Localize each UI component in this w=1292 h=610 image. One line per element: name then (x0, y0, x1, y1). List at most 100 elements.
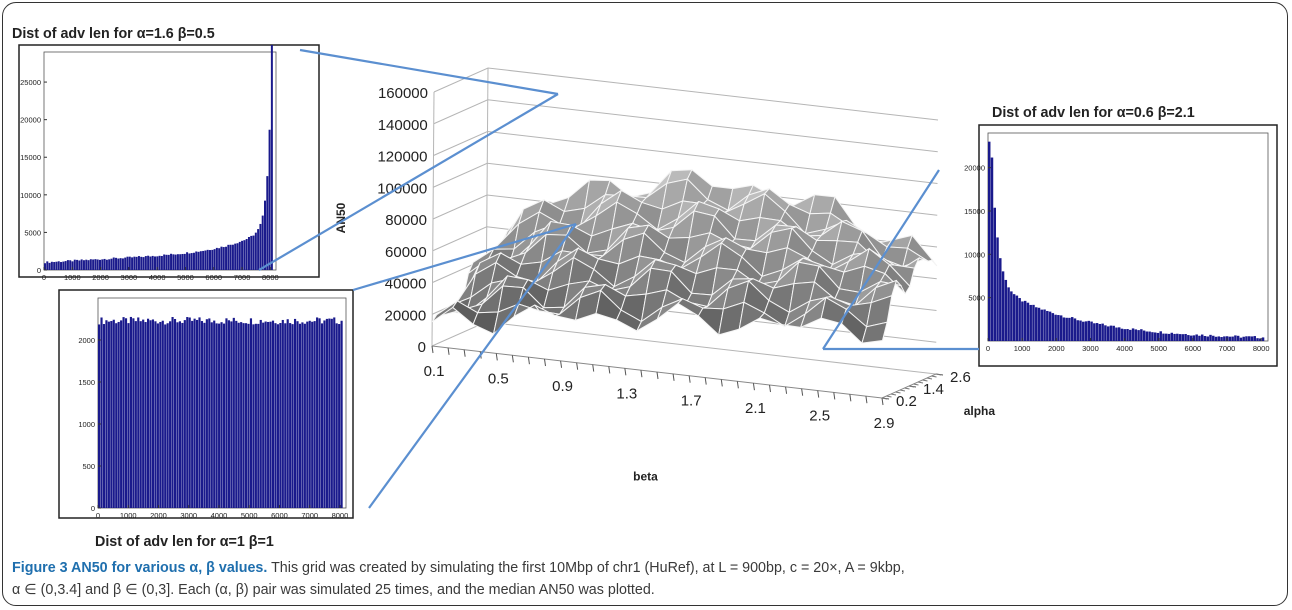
y-minor-tick (895, 391, 901, 394)
histogram-bar (186, 252, 189, 270)
histogram-bar (203, 322, 206, 508)
histogram-bar (159, 321, 162, 508)
histogram-bar (124, 318, 128, 508)
inset-y-tick-label: 1500 (78, 378, 95, 387)
histogram-bar (174, 254, 177, 270)
histogram-bar (161, 320, 164, 508)
histogram-bar (107, 321, 110, 508)
inset-x-tick-label: 7000 (234, 273, 251, 282)
histogram-bar (227, 320, 230, 508)
histogram-bar (1142, 330, 1146, 341)
inset-x-tick-label: 0 (42, 273, 46, 282)
histogram-bar (172, 254, 175, 270)
histogram-bar (1256, 338, 1259, 341)
histogram-bar (147, 255, 150, 270)
histogram-bar (105, 259, 108, 270)
histogram-bar (210, 322, 213, 508)
inset-title: Dist of adv len for α=0.6 β=2.1 (992, 105, 1195, 121)
histogram-bar (271, 320, 275, 508)
histogram-bar (188, 253, 191, 270)
histogram-bar (254, 323, 257, 508)
histogram-bar (1198, 335, 1201, 341)
histogram-bar (146, 318, 150, 508)
histogram-bar (1234, 335, 1237, 341)
inset-title: Dist of adv len for α=1.6 β=0.5 (12, 26, 215, 42)
histogram-bar (117, 258, 120, 270)
histogram-bar (264, 200, 266, 270)
histogram-bar (1059, 315, 1063, 341)
histogram-bar (990, 157, 994, 341)
histogram-bar (993, 207, 996, 341)
histogram-bar (1026, 302, 1030, 341)
x-minor-tick (447, 347, 450, 355)
inset-x-tick-label: 1000 (1014, 344, 1031, 353)
histogram-bar (99, 259, 101, 270)
histogram-bar (1200, 334, 1204, 341)
x-minor-tick (592, 364, 595, 372)
histogram-bar (1245, 336, 1248, 341)
histogram-bar (1203, 335, 1207, 341)
histogram-bar (252, 235, 255, 270)
histogram-bar (160, 255, 163, 270)
caption-title: Figure 3 AN50 for various α, β values. (12, 560, 268, 576)
histogram-bar (71, 261, 74, 270)
histogram-bar (229, 244, 232, 270)
inset-x-tick-label: 3000 (180, 511, 197, 520)
histogram-bar (119, 258, 122, 270)
histogram-bar (238, 241, 241, 270)
x-minor-tick (672, 373, 675, 381)
y-minor-tick (935, 373, 942, 376)
y-minor-tick (886, 395, 892, 398)
histogram-bar (170, 253, 173, 270)
y-axis-title: alpha (964, 404, 996, 418)
histogram-bar (318, 318, 321, 508)
histogram-bar (249, 318, 253, 508)
inset-y-tick-label: 1000 (78, 420, 95, 429)
histogram-bar (1148, 331, 1151, 341)
inset-y-tick-label: 0 (91, 504, 95, 513)
inset-x-tick-label: 0 (96, 511, 100, 520)
histogram-bar (247, 237, 250, 270)
histogram-bar (250, 235, 253, 270)
histogram-bar (120, 320, 123, 508)
histogram-bar (108, 259, 111, 270)
surface-facet (861, 321, 888, 344)
x-minor-tick (544, 358, 546, 367)
histogram-bar (1195, 334, 1198, 341)
histogram-bar (218, 248, 221, 270)
histogram-bar (1261, 337, 1265, 341)
z-tick-label: 20000 (385, 307, 427, 324)
histogram-bar (1134, 329, 1138, 341)
histogram-bar (1035, 307, 1038, 341)
histogram-bar (191, 320, 194, 508)
histogram-bar (206, 249, 209, 270)
histogram-bar (1187, 335, 1190, 341)
histogram-bar (188, 317, 191, 508)
histogram-bar (257, 323, 260, 508)
histogram-bar (94, 259, 97, 270)
histogram-bar (1104, 325, 1107, 341)
histogram-bar (268, 129, 271, 270)
inset-x-tick-label: 4000 (149, 273, 166, 282)
histogram-bar (323, 320, 326, 508)
histogram-bar (92, 259, 95, 270)
histogram-bar (1032, 304, 1035, 341)
histogram-bar (325, 318, 328, 508)
histogram-bar (126, 256, 129, 270)
histogram-bar (140, 256, 143, 270)
x-tick-label: 0.9 (552, 378, 573, 395)
histogram-bar (154, 321, 157, 508)
y-minor-tick (890, 393, 897, 396)
y-tick-label: 2.6 (950, 369, 971, 386)
x-minor-tick (736, 381, 739, 389)
histogram-bar (1062, 317, 1066, 341)
inset-y-tick-label: 20000 (964, 164, 985, 173)
histogram-bar (1220, 337, 1223, 341)
histogram-bar (254, 232, 257, 270)
histogram-bar (1010, 291, 1013, 341)
histogram-bar (266, 176, 269, 270)
histogram-bar (1051, 313, 1055, 341)
histogram-bar (166, 323, 169, 508)
histogram-bar (137, 317, 140, 508)
histogram-bar (279, 323, 282, 508)
